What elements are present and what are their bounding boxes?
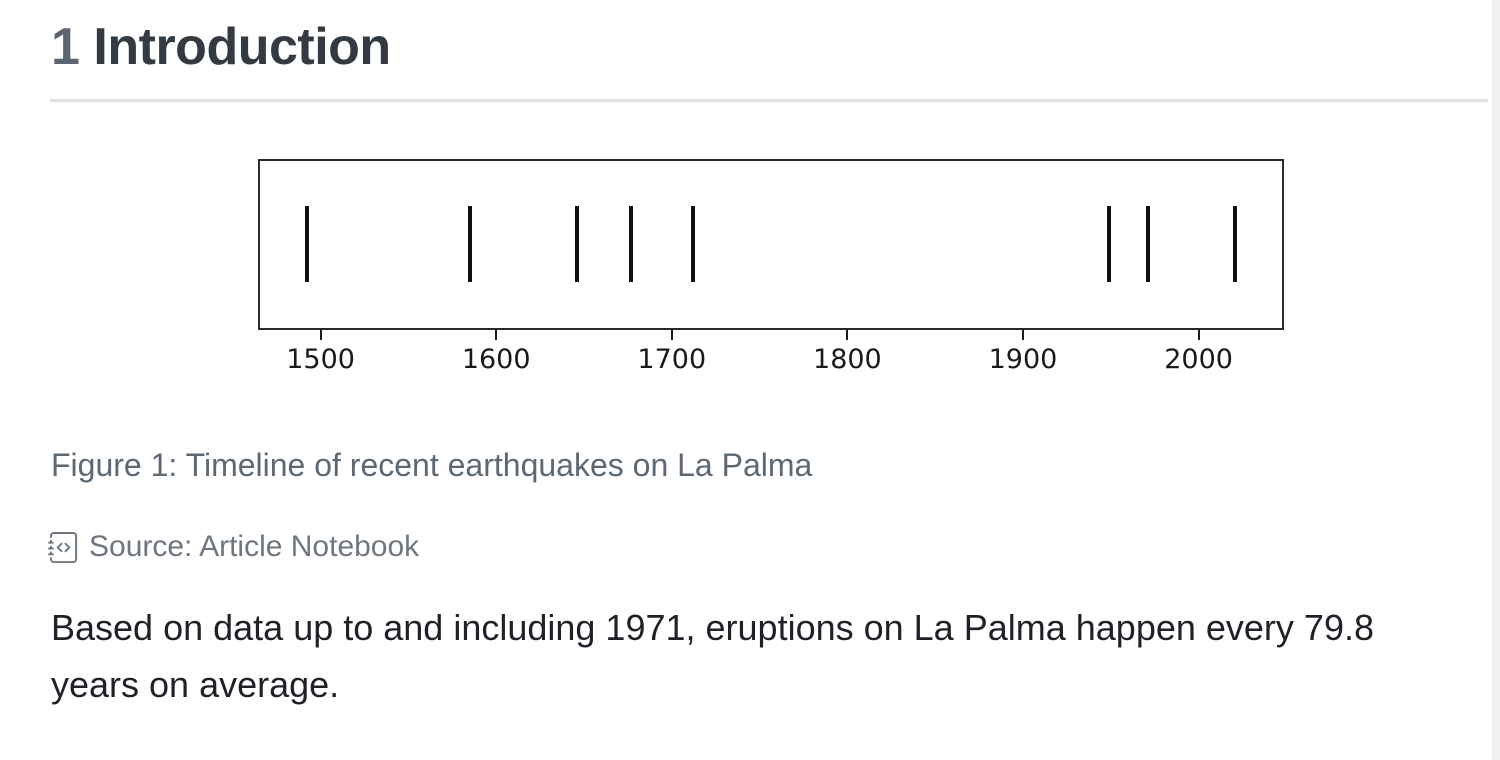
x-tick-label-1500: 1500 xyxy=(286,344,355,375)
source-link[interactable]: Source: Article Notebook xyxy=(48,530,419,564)
journal-code-icon xyxy=(48,531,79,563)
eventplot-marks xyxy=(260,161,1282,328)
x-tick-label-1600: 1600 xyxy=(461,344,531,375)
x-tick-mark-1900 xyxy=(1021,330,1024,340)
x-tick-mark-1800 xyxy=(846,330,849,340)
event-mark-1949 xyxy=(1107,206,1112,282)
x-tick-mark-1500 xyxy=(319,330,322,340)
x-tick-label-1900: 1900 xyxy=(988,344,1058,375)
x-axis-tick-marks xyxy=(260,330,1282,342)
scrollbar-track[interactable] xyxy=(1492,0,1500,760)
heading-divider xyxy=(50,99,1488,102)
plot-axes-box xyxy=(258,159,1284,330)
event-mark-1585 xyxy=(467,206,472,282)
section-title: Introduction xyxy=(93,18,391,76)
event-mark-1492 xyxy=(304,206,309,282)
figure-caption: Figure 1: Timeline of recent earthquakes… xyxy=(51,447,813,483)
x-axis-tick-labels: 1500 1600 1700 1800 1900 2000 xyxy=(260,344,1282,375)
x-tick-label-1700: 1700 xyxy=(637,344,707,375)
event-mark-1677 xyxy=(629,206,634,282)
event-mark-1971 xyxy=(1145,206,1150,282)
x-tick-mark-1700 xyxy=(670,330,673,340)
section-number: 1 xyxy=(51,18,80,76)
page-title: 1 Introduction xyxy=(51,16,391,78)
body-paragraph: Based on data up to and including 1971, … xyxy=(51,607,1374,705)
x-tick-mark-2000 xyxy=(1197,330,1200,340)
x-tick-label-1800: 1800 xyxy=(813,344,882,375)
event-mark-1712 xyxy=(690,206,695,282)
x-tick-mark-1600 xyxy=(495,330,498,340)
source-label: Source: Article Notebook xyxy=(89,530,420,563)
x-tick-label-2000: 2000 xyxy=(1164,344,1233,375)
event-mark-2021 xyxy=(1233,206,1238,282)
event-mark-1646 xyxy=(574,206,579,282)
